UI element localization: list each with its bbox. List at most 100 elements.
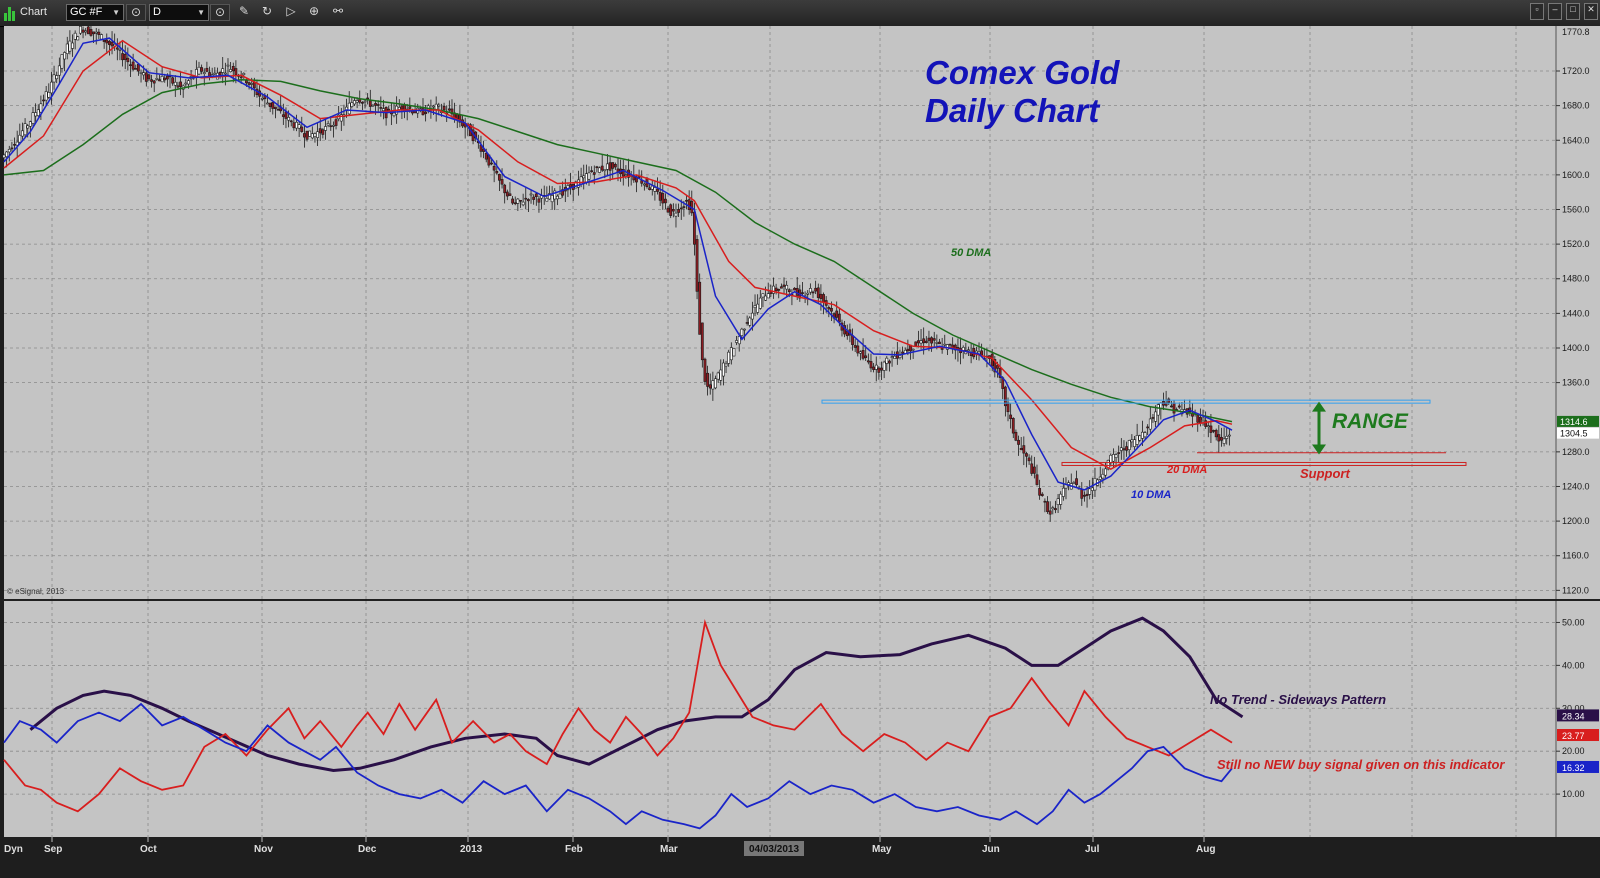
candle-body — [92, 31, 95, 35]
candle-body — [1114, 454, 1118, 458]
candle-body — [687, 199, 691, 211]
close-icon[interactable]: ✕ — [1584, 3, 1598, 20]
candle-body — [866, 360, 870, 363]
candle-body — [621, 169, 625, 177]
candle-body — [84, 30, 88, 33]
chart-canvas[interactable]: Comex Gold Daily Chart 50 DMA 20 DMA 10 … — [0, 26, 1600, 878]
candle-body — [853, 345, 857, 348]
candle-body — [223, 72, 227, 75]
chevron-down-icon[interactable]: ▼ — [197, 8, 205, 17]
candle-body — [761, 293, 765, 298]
candle-body — [347, 102, 351, 115]
candle-body — [7, 149, 11, 153]
candle-body — [500, 179, 504, 185]
candle-body — [274, 106, 277, 109]
maximize-icon[interactable]: □ — [1566, 3, 1580, 20]
candle-body — [379, 107, 383, 109]
candle-body — [1141, 431, 1144, 439]
candle-body — [97, 31, 101, 35]
candle-body — [432, 105, 435, 108]
candle-body — [577, 179, 580, 188]
candle-body — [1006, 402, 1010, 413]
candle-body — [1156, 404, 1160, 416]
cursor-tool-icon[interactable]: ⊙ — [210, 4, 230, 21]
candle-body — [711, 380, 715, 390]
line-tool-icon[interactable]: ✎ — [238, 4, 250, 18]
candle-body — [524, 197, 528, 200]
refresh-icon[interactable]: ↻ — [261, 4, 273, 18]
candle-body — [732, 348, 736, 357]
candle-body — [837, 313, 841, 323]
candle-body — [368, 100, 372, 107]
price-axis-label: 1400.0 — [1562, 343, 1590, 353]
candle-body — [756, 303, 760, 313]
candle-body — [303, 133, 306, 138]
candle-body — [1022, 445, 1026, 454]
symbol-input[interactable]: GC #F ▼ — [66, 4, 124, 21]
price-last-value-tags: 1314.6 1304.5 — [1557, 415, 1599, 439]
indicator-last-value-text: 16.32 — [1562, 763, 1585, 773]
candle-body — [1204, 420, 1208, 427]
candle-body — [980, 350, 984, 356]
candle-body — [808, 288, 812, 293]
candle-body — [247, 82, 251, 85]
play-icon[interactable]: ▷ — [286, 4, 296, 18]
candle-body — [387, 108, 391, 111]
restore-icon[interactable]: ▫ — [1530, 3, 1544, 20]
cursor-tool-icon[interactable]: ⊙ — [126, 4, 146, 21]
dyn-label[interactable]: Dyn — [4, 844, 23, 855]
candle-body — [484, 152, 488, 160]
candle-body — [318, 128, 322, 134]
link-icon[interactable]: ⚯ — [332, 4, 344, 18]
candle-body — [716, 372, 720, 380]
candle-body — [624, 174, 628, 177]
candle-body — [1019, 448, 1023, 451]
date-axis-label: Feb — [565, 844, 583, 855]
candle-body — [642, 183, 646, 186]
candle-body — [121, 53, 124, 61]
candle-body — [139, 72, 143, 74]
candle-body — [600, 165, 604, 171]
candle-body — [1148, 418, 1152, 430]
price-axis-label: 1440.0 — [1562, 308, 1590, 318]
candle-body — [26, 125, 30, 129]
candle-body — [888, 360, 891, 364]
candle-body — [276, 108, 280, 111]
zoom-icon[interactable]: ⊕ — [308, 4, 320, 18]
date-cursor-box — [744, 841, 804, 856]
candle-body — [735, 340, 738, 343]
candle-body — [927, 337, 931, 341]
candle-body — [179, 81, 182, 87]
candle-body — [371, 104, 375, 107]
indicator-gridlines — [4, 601, 1556, 837]
candle-body — [1075, 478, 1078, 485]
chevron-down-icon[interactable]: ▼ — [112, 8, 120, 17]
minimize-icon[interactable]: – — [1548, 3, 1562, 20]
candle-body — [292, 122, 296, 129]
no-trend-note: No Trend - Sideways Pattern — [1210, 692, 1386, 707]
candle-body — [1222, 438, 1226, 444]
candle-body — [898, 355, 902, 359]
candle-body — [163, 77, 167, 81]
candle-body — [1172, 402, 1176, 414]
candle-body — [911, 348, 915, 351]
candle-body — [152, 80, 156, 84]
candle-body — [1032, 466, 1036, 474]
date-axis-label: Jun — [982, 844, 1000, 855]
candle-body — [1035, 474, 1039, 485]
candle-body — [1038, 488, 1042, 496]
candle-body — [772, 285, 775, 294]
support-line-lower — [1061, 461, 1467, 466]
interval-select[interactable]: D ▼ — [149, 4, 209, 21]
candle-body — [102, 39, 106, 42]
candle-body — [1143, 432, 1147, 438]
candle-body — [105, 39, 109, 44]
candle-body — [779, 286, 783, 289]
candle-body — [1003, 386, 1007, 407]
candle-body — [1214, 429, 1218, 438]
price-axis-label: 1120.0 — [1562, 585, 1589, 595]
candle-body — [1112, 454, 1115, 462]
candle-body — [935, 342, 939, 344]
candle-body — [1011, 417, 1015, 434]
candle-body — [158, 79, 161, 82]
